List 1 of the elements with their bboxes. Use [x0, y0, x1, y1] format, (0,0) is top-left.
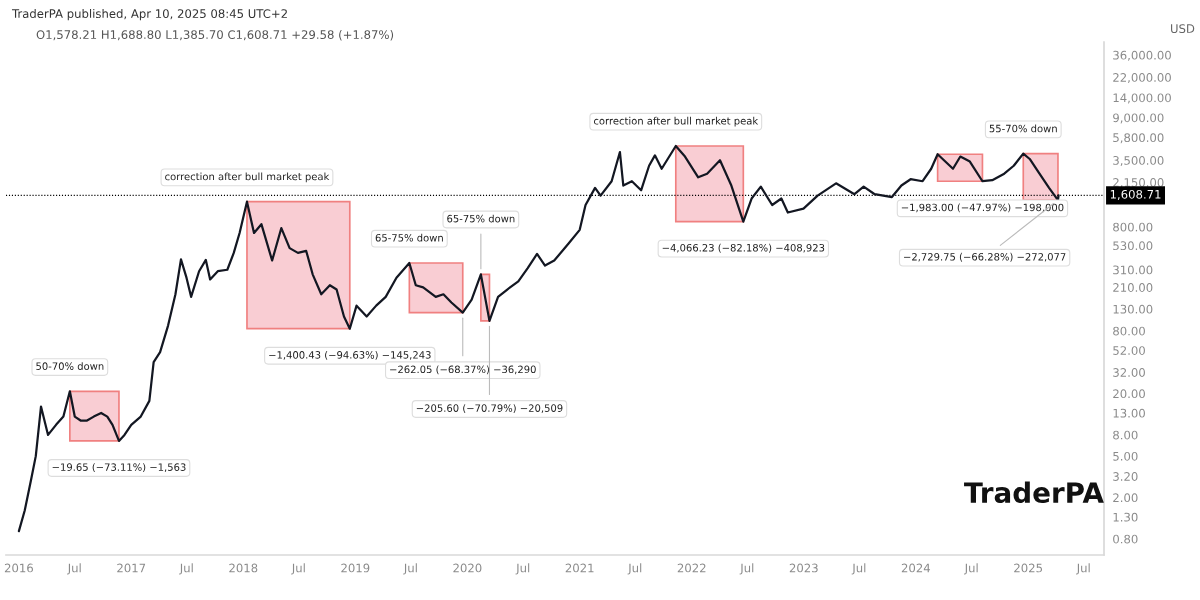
annotation: TraderPA [964, 481, 1104, 504]
